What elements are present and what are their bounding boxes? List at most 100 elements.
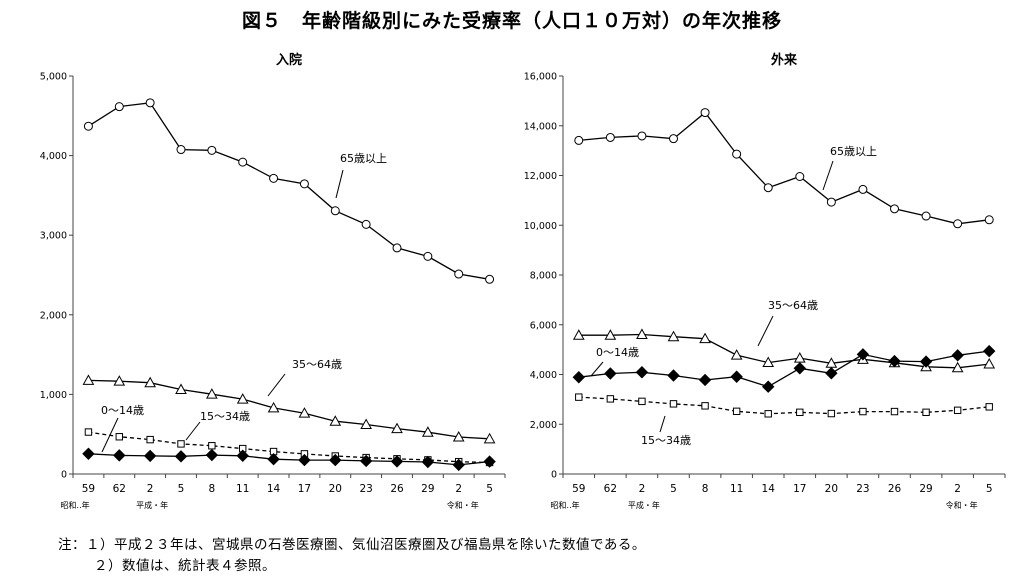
data-point-0-0-13	[485, 274, 495, 284]
data-point-0-1-5	[236, 393, 249, 404]
data-point-0-0-3	[176, 145, 186, 155]
era-label-showa-0: 昭和‥年	[60, 500, 89, 510]
data-point-0-1-1	[113, 375, 126, 386]
data-point-1-1-3	[667, 330, 680, 342]
x-tick-label-0-3: 5	[178, 483, 185, 495]
data-point-0-3-2	[143, 449, 157, 463]
data-point-0-3-10	[390, 455, 404, 468]
data-point-1-3-12	[953, 406, 962, 415]
data-point-0-3-3	[174, 450, 188, 463]
y-tick-label-0-4: 4,000	[40, 151, 67, 162]
data-point-0-1-10	[391, 422, 403, 434]
data-point-0-0-4	[207, 145, 217, 155]
x-tick-label-0-4: 8	[209, 483, 216, 495]
x-tick-label-0-13: 5	[486, 483, 493, 495]
data-point-1-0-8	[826, 197, 836, 207]
data-point-0-2-4	[208, 442, 216, 450]
data-point-1-3-3	[669, 400, 678, 408]
era-label-heisei-1: 平成・年	[628, 500, 660, 510]
data-point-1-3-11	[922, 408, 930, 417]
y-tick-label-1-0: 0	[551, 470, 557, 481]
data-point-1-1-6	[762, 356, 775, 368]
data-point-1-2-12	[951, 349, 964, 362]
x-tick-label-0-8: 20	[329, 483, 342, 495]
y-tick-label-0-3: 3,000	[40, 231, 67, 242]
data-point-0-0-7	[299, 179, 309, 189]
y-tick-label-0-2: 2,000	[40, 310, 67, 321]
data-point-1-2-8	[825, 367, 838, 380]
data-point-0-3-7	[298, 453, 311, 467]
data-point-0-2-3	[177, 440, 185, 448]
data-point-1-0-1	[605, 132, 615, 142]
data-point-0-1-8	[329, 415, 342, 426]
x-tick-label-1-4: 8	[702, 483, 709, 495]
panel-title-0: 入院	[276, 52, 302, 68]
x-tick-label-0-11: 29	[421, 483, 434, 495]
series-label-1-2: 0～14歳	[596, 346, 639, 359]
era-label-heisei-0: 平成・年	[136, 500, 168, 510]
data-point-1-3-5	[732, 407, 741, 416]
data-point-0-3-6	[267, 452, 280, 466]
data-point-0-1-6	[267, 401, 280, 413]
data-point-0-0-8	[330, 206, 340, 216]
data-point-1-0-9	[858, 184, 868, 194]
data-point-0-3-11	[421, 455, 435, 469]
data-point-1-2-13	[983, 344, 996, 358]
x-tick-label-1-13: 5	[986, 483, 993, 495]
data-point-0-1-7	[298, 407, 311, 418]
x-tick-label-1-5: 11	[730, 483, 743, 495]
x-tick-label-1-0: 59	[572, 483, 585, 495]
y-tick-label-1-7: 14,000	[524, 121, 557, 132]
series-line-1-3	[578, 396, 990, 415]
data-point-1-0-7	[795, 171, 805, 181]
data-point-1-3-10	[890, 407, 899, 416]
data-point-1-3-1	[606, 395, 615, 403]
data-point-0-3-5	[236, 449, 249, 462]
series-label-1-0: 65歳以上	[830, 145, 877, 158]
x-tick-label-0-1: 62	[113, 483, 126, 495]
data-point-1-3-7	[796, 408, 804, 417]
data-point-0-3-0	[82, 447, 95, 460]
series-line-0-1	[88, 379, 490, 440]
data-point-1-1-2	[636, 328, 648, 339]
x-tick-label-0-0: 59	[82, 483, 95, 495]
data-point-1-0-12	[953, 219, 963, 229]
data-point-1-2-7	[793, 362, 806, 375]
x-tick-label-0-2: 2	[147, 483, 154, 495]
data-point-0-1-13	[483, 432, 496, 444]
data-point-0-2-1	[115, 433, 123, 441]
data-point-1-0-4	[700, 108, 710, 118]
data-point-0-3-9	[359, 454, 373, 468]
data-point-1-3-4	[701, 402, 709, 410]
leader-line-0-1	[267, 373, 286, 397]
data-point-1-1-1	[604, 329, 617, 340]
series-label-0-3: 0～14歳	[101, 404, 144, 417]
chart-canvas: 入院 0 1,000 2,000 3,000 4,000 5,000 59 62 2 5 8 11 14 1…	[40, 52, 1006, 510]
data-point-0-3-1	[113, 449, 126, 462]
footnote-1: 注：１）平成２３年は、宮城県の石巻医療圏、気仙沼医療圏及び福島県を除いた数値であ…	[58, 533, 646, 553]
series-label-1-3: 15～34歳	[641, 434, 691, 447]
footnote-1-index: 注：１）	[58, 537, 114, 553]
data-point-1-1-12	[951, 361, 964, 373]
y-tick-label-0-0: 0	[61, 470, 67, 481]
x-tick-label-1-12: 2	[954, 483, 961, 495]
data-point-1-2-6	[762, 380, 775, 393]
y-tick-label-1-6: 12,000	[524, 171, 557, 182]
x-tick-label-0-6: 14	[267, 483, 281, 495]
data-point-1-0-6	[763, 183, 773, 193]
x-tick-label-1-8: 20	[825, 483, 838, 495]
x-tick-label-1-3: 5	[670, 483, 677, 495]
data-point-1-2-4	[698, 373, 712, 387]
x-tick-label-0-9: 23	[359, 483, 372, 495]
data-point-0-3-13	[483, 455, 496, 468]
y-tick-label-1-4: 8,000	[530, 271, 557, 282]
data-point-1-0-13	[984, 215, 994, 225]
data-point-0-3-8	[329, 453, 342, 467]
series-line-1-0	[578, 111, 990, 225]
x-tick-label-0-12: 2	[455, 483, 462, 495]
y-tick-label-1-5: 10,000	[524, 221, 557, 232]
series-label-0-0: 65歳以上	[340, 152, 387, 165]
data-point-0-2-0	[84, 428, 93, 436]
data-point-1-2-5	[730, 370, 743, 383]
data-point-1-2-11	[919, 355, 933, 368]
